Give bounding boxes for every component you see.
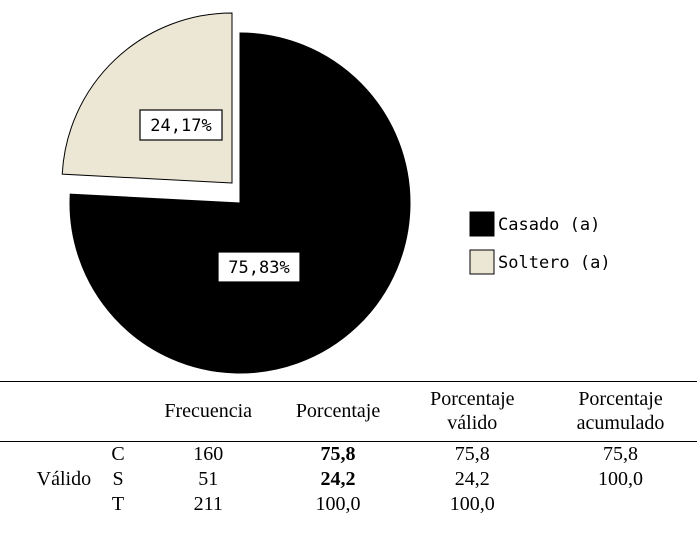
row-label: C <box>111 443 125 465</box>
header-cell <box>0 383 96 442</box>
table-cell: 211 <box>193 493 223 515</box>
row-label: T <box>111 493 125 515</box>
header-cell: Frecuencia <box>140 383 276 442</box>
header-cell: Porcentaje <box>275 383 401 442</box>
header-cell <box>95 383 141 442</box>
legend-label: Soltero (a) <box>498 253 611 273</box>
table-cell: 75,8 <box>454 443 490 465</box>
table-row: T 211 100,0 100,0 <box>0 492 697 517</box>
pie-slice <box>61 12 233 184</box>
pie-slice <box>69 32 411 374</box>
frequency-table: Frecuencia Porcentaje Porcentaje válido Por… <box>0 383 697 517</box>
table-cell: 24,2 <box>454 468 490 490</box>
header-row: Frecuencia Porcentaje Porcentaje válido Por… <box>0 383 697 442</box>
table-rule <box>0 381 697 382</box>
table-cell: 100,0 <box>315 493 361 515</box>
table-cell: 100,0 <box>449 493 495 515</box>
chart: 75,83% 24,17% Casado (a) Soltero (a) <box>61 12 611 374</box>
legend-label: Casado (a) <box>498 215 600 235</box>
table-cell: 75,8 <box>603 443 639 465</box>
data-label: 75,83% <box>228 258 289 278</box>
table-row: S 51 24,2 24,2 100,0 <box>0 467 697 492</box>
table-cell: 100,0 <box>598 468 644 490</box>
table-cell: 51 <box>198 468 219 490</box>
header-cell: Porcentaje válido <box>400 383 545 442</box>
label-box <box>217 251 301 283</box>
table-cell: 75,8 <box>320 443 356 465</box>
row-label: S <box>112 468 124 490</box>
table-row: Válido C 160 75,8 75,8 75,8 <box>0 442 697 490</box>
legend-swatch <box>469 211 495 237</box>
legend-swatch <box>469 249 495 275</box>
table-cell: 160 <box>193 443 224 465</box>
header-cell: Porcentaje acumulado <box>544 383 697 442</box>
table-cell: 24,2 <box>320 468 356 490</box>
table-cell <box>544 492 697 517</box>
group-label: Válido <box>36 468 92 490</box>
data-label: 24,17% <box>150 116 211 136</box>
label-box <box>139 109 223 141</box>
